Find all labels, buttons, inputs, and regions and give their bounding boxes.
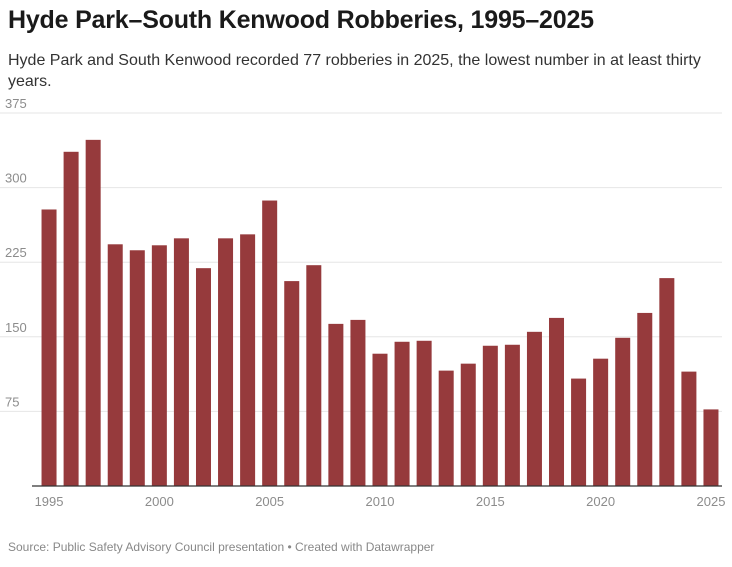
bar-2024 <box>681 371 697 486</box>
bar-2021 <box>615 337 631 486</box>
x-tick-label-2025: 2025 <box>697 494 726 509</box>
bar-2014 <box>460 363 476 486</box>
bar-2019 <box>571 378 587 486</box>
bar-1997 <box>85 139 101 486</box>
chart-source: Source: Public Safety Advisory Council p… <box>8 540 435 554</box>
chart-subtitle: Hyde Park and South Kenwood recorded 77 … <box>8 52 701 90</box>
bar-2015 <box>482 345 498 486</box>
bar-2002 <box>195 268 211 486</box>
bar-1998 <box>107 244 123 486</box>
bar-2020 <box>593 358 609 486</box>
bar-2000 <box>151 245 167 486</box>
bar-2006 <box>284 281 300 486</box>
bar-1996 <box>63 151 79 487</box>
x-tick-label-2000: 2000 <box>145 494 174 509</box>
bar-2010 <box>372 353 388 486</box>
bar-2003 <box>218 238 234 486</box>
bar-2018 <box>549 317 565 486</box>
bar-2004 <box>240 234 256 486</box>
x-tick-label-2015: 2015 <box>476 494 505 509</box>
bar-2025 <box>703 409 719 486</box>
bar-2001 <box>173 238 189 486</box>
bar-2009 <box>350 319 366 486</box>
bar-2005 <box>262 200 278 486</box>
y-tick-label-225: 225 <box>5 245 27 260</box>
x-tick-label-1995: 1995 <box>35 494 64 509</box>
bar-2007 <box>306 265 322 486</box>
bar-2012 <box>416 340 432 486</box>
bar-2017 <box>526 331 542 486</box>
bar-2023 <box>659 278 675 486</box>
y-tick-label-75: 75 <box>5 394 19 409</box>
chart-title: Hyde Park–South Kenwood Robberies, 1995–… <box>8 6 594 34</box>
bar-2016 <box>504 344 520 486</box>
x-tick-label-2020: 2020 <box>586 494 615 509</box>
y-tick-label-375: 375 <box>5 96 27 111</box>
x-tick-label-2010: 2010 <box>366 494 395 509</box>
y-tick-label-150: 150 <box>5 320 27 335</box>
bar-1999 <box>129 250 145 486</box>
y-tick-label-300: 300 <box>5 171 27 186</box>
bar-2013 <box>438 370 454 486</box>
bar-2008 <box>328 323 344 486</box>
x-tick-label-2005: 2005 <box>255 494 284 509</box>
bar-2011 <box>394 341 410 486</box>
bar-2022 <box>637 312 653 486</box>
bar-1995 <box>41 209 57 486</box>
